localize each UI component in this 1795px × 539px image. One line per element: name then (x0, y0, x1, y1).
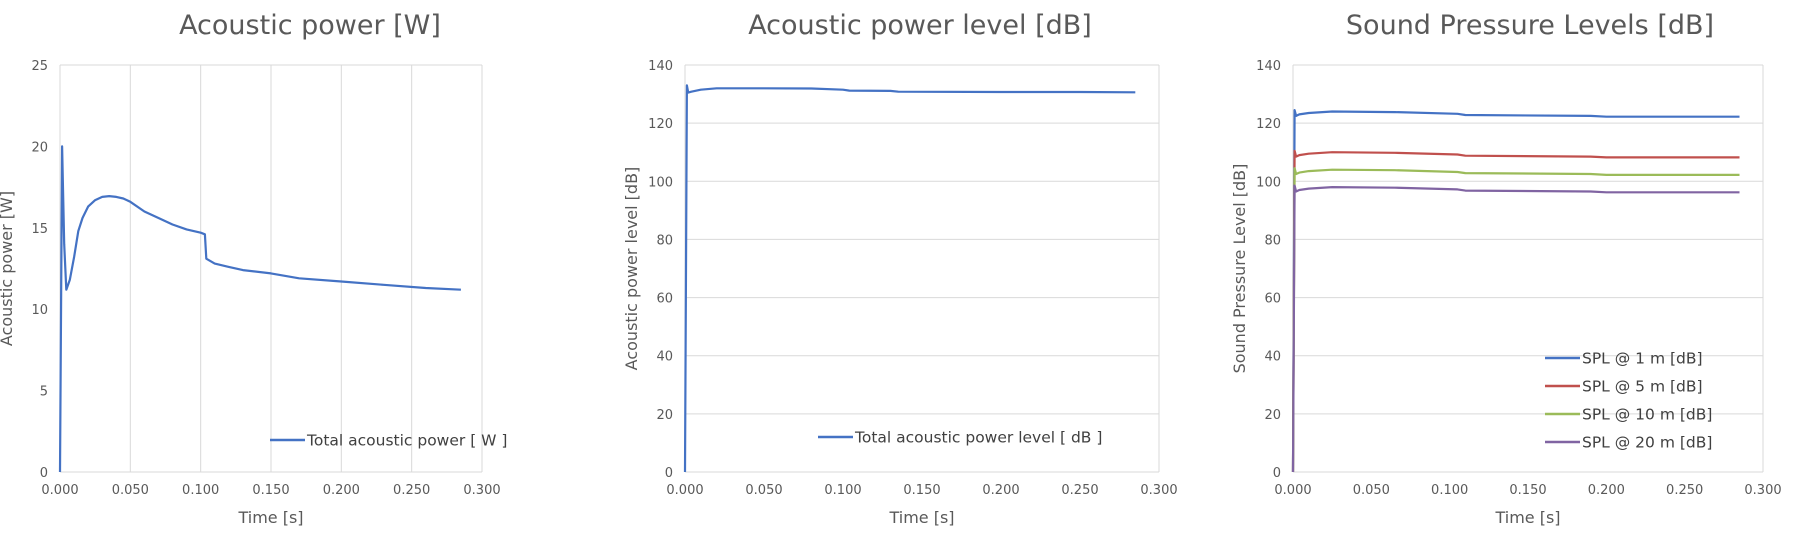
x-axis-label: Time [s] (237, 508, 303, 527)
y-tick-label: 140 (648, 59, 673, 74)
chart-title: Acoustic power [W] (179, 10, 441, 41)
x-tick-label: 0.150 (1509, 483, 1546, 498)
chart-title: Sound Pressure Levels [dB] (1346, 10, 1714, 41)
x-tick-label: 0.300 (1140, 483, 1177, 498)
legend-label: SPL @ 20 m [dB] (1582, 434, 1712, 452)
chart-2: Acoustic power level [dB] 0.000 0.050 0.100… (622, 10, 1178, 527)
x-tick-label: 0.050 (1353, 483, 1390, 498)
y-tick-label: 100 (1256, 175, 1281, 190)
legend-label: SPL @ 1 m [dB] (1582, 350, 1703, 368)
y-tick-label: 60 (1264, 292, 1281, 307)
x-tick-label: 0.150 (903, 483, 940, 498)
y-tick-label: 80 (1264, 233, 1281, 248)
legend: Total acoustic power [ W ] (270, 432, 507, 450)
y-tick-label: 40 (1264, 350, 1281, 365)
series-line-1 (683, 84, 1136, 473)
x-tick-label: 0.200 (323, 483, 360, 498)
x-tick-label: 0.000 (666, 483, 703, 498)
y-tick-label: 0 (1273, 466, 1281, 481)
x-axis-label: Time [s] (1494, 508, 1560, 527)
y-tick-label: 60 (656, 292, 673, 307)
x-tick-label: 0.200 (1588, 483, 1625, 498)
legend-label: Total acoustic power level [ dB ] (854, 429, 1102, 447)
series-line-1 (1291, 108, 1740, 473)
x-tick-label: 0.150 (252, 483, 289, 498)
y-tick-label: 80 (656, 233, 673, 248)
y-tick-label: 20 (656, 408, 673, 423)
y-tick-label: 10 (31, 303, 48, 318)
series-line-4 (1291, 184, 1740, 473)
x-axis-label: Time [s] (888, 508, 954, 527)
y-tick-label: 20 (31, 140, 48, 155)
x-tick-label: 0.300 (463, 483, 500, 498)
chart-title: Acoustic power level [dB] (748, 10, 1092, 41)
y-tick-label: 15 (31, 222, 48, 237)
y-tick-label: 120 (1256, 117, 1281, 132)
y-axis-label: Acoustic power [W] (0, 191, 16, 346)
y-tick-label: 25 (31, 59, 48, 74)
legend: Total acoustic power level [ dB ] (818, 429, 1102, 447)
y-tick-label: 120 (648, 117, 673, 132)
series-line-3 (1291, 167, 1740, 473)
chart-3: Sound Pressure Levels [dB] 0.000 0.050 0.10… (1230, 10, 1782, 527)
x-tick-label: 0.250 (393, 483, 430, 498)
x-tick-label: 0.000 (1274, 483, 1311, 498)
legend-label: SPL @ 5 m [dB] (1582, 378, 1703, 396)
y-tick-label: 40 (656, 350, 673, 365)
legend: SPL @ 1 m [dB] SPL @ 5 m [dB] SPL @ 10 m [… (1545, 350, 1712, 452)
y-axis-label: Acoustic power level [dB] (622, 167, 641, 371)
y-tick-label: 100 (648, 175, 673, 190)
x-tick-label: 0.250 (1061, 483, 1098, 498)
y-axis-label: Sound Pressure Level [dB] (1230, 164, 1249, 374)
x-tick-label: 0.200 (982, 483, 1019, 498)
y-tick-label: 20 (1264, 408, 1281, 423)
x-tick-label: 0.300 (1744, 483, 1781, 498)
legend-label: SPL @ 10 m [dB] (1582, 406, 1712, 424)
y-tick-label: 0 (40, 466, 48, 481)
x-tick-label: 0.100 (824, 483, 861, 498)
x-tick-label: 0.050 (112, 483, 149, 498)
x-tick-label: 0.000 (41, 483, 78, 498)
chart-1: Acoustic power [W] 0.000 0.050 0.100 0.150 0.… (0, 10, 507, 527)
x-tick-label: 0.250 (1666, 483, 1703, 498)
series-line-2 (1291, 149, 1740, 473)
y-tick-label: 140 (1256, 59, 1281, 74)
y-tick-label: 5 (40, 385, 48, 400)
series-line-1 (58, 145, 461, 473)
x-tick-label: 0.100 (1431, 483, 1468, 498)
legend-label: Total acoustic power [ W ] (306, 432, 507, 450)
x-tick-label: 0.050 (745, 483, 782, 498)
x-tick-label: 0.100 (182, 483, 219, 498)
y-tick-label: 0 (665, 466, 673, 481)
